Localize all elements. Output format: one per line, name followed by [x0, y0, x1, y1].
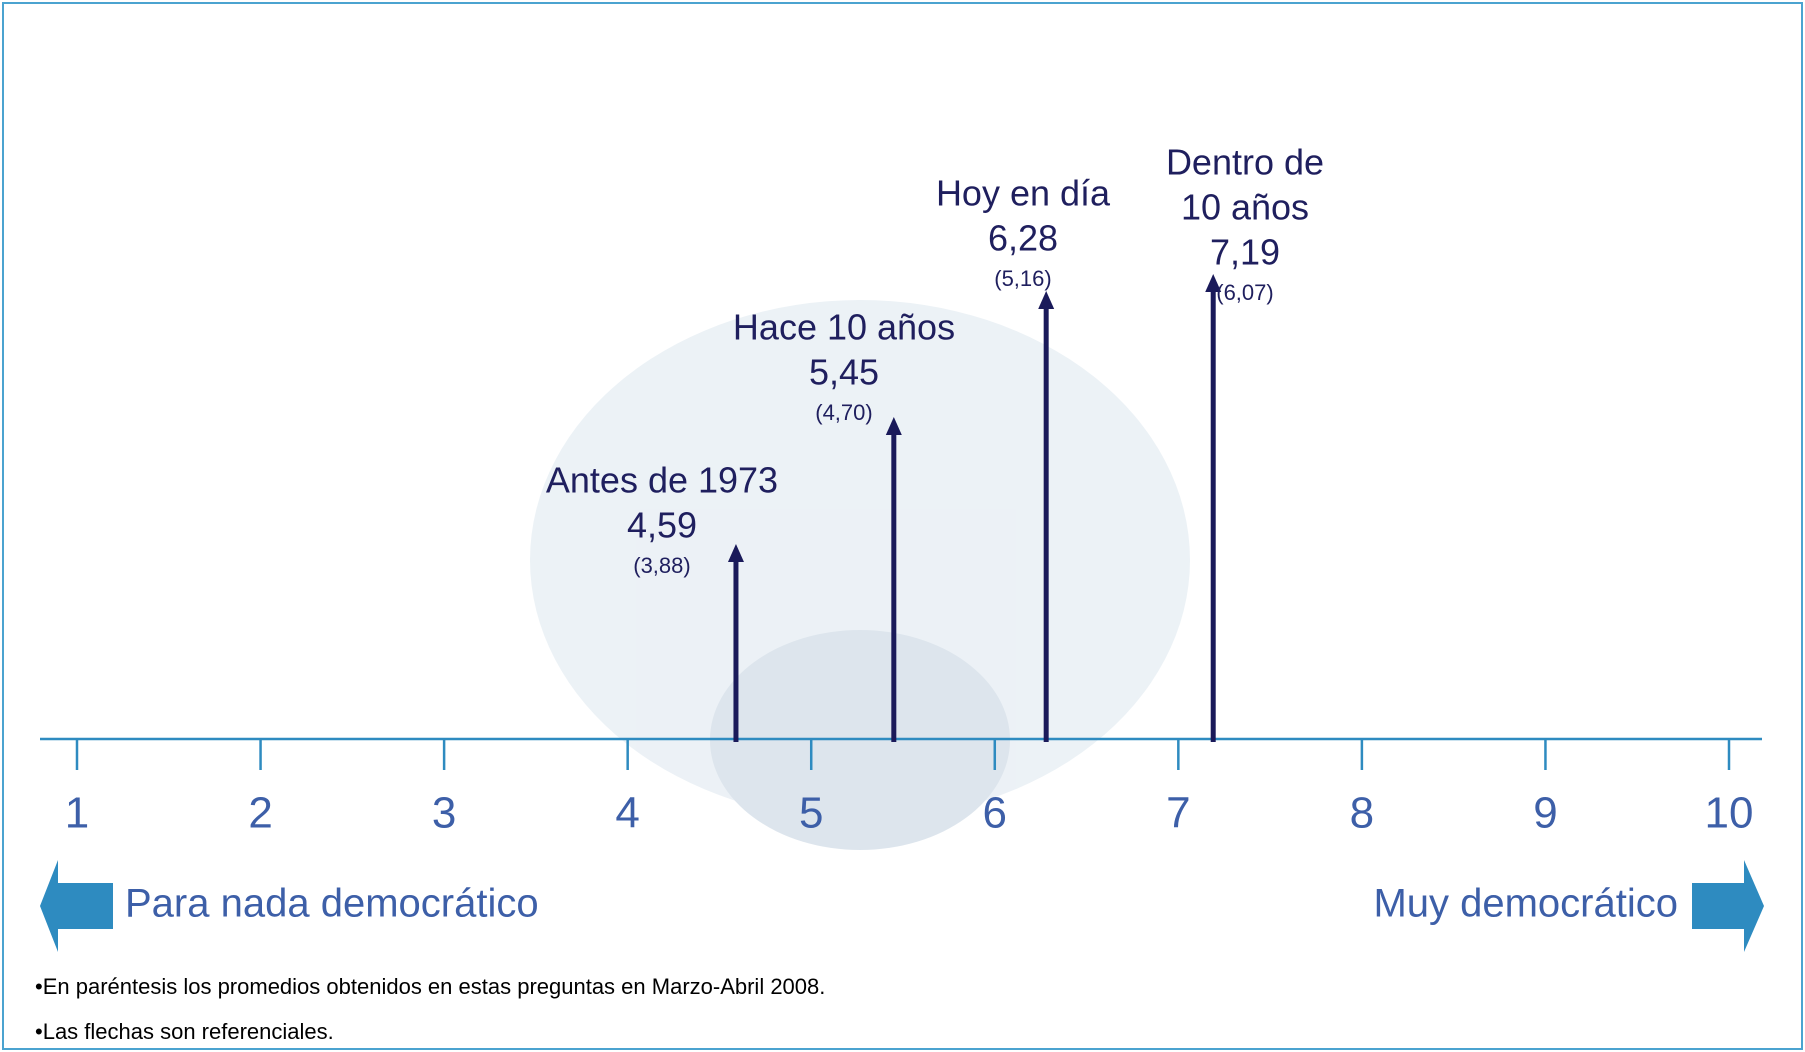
- arrow-title: 10 años: [1181, 187, 1309, 228]
- x-tick-label: 4: [615, 789, 639, 838]
- arrow-head: [727, 544, 744, 562]
- low-arrow: [40, 860, 113, 952]
- arrow-title: Dentro de: [1166, 142, 1324, 183]
- value-label: 6,28: [988, 218, 1058, 259]
- arrow-head: [1205, 274, 1222, 292]
- arrow-head: [1038, 291, 1055, 309]
- x-tick-label: 7: [1166, 789, 1190, 838]
- previous-value-label: (3,88): [633, 553, 690, 578]
- arrow-title: Hace 10 años: [733, 307, 955, 348]
- arrow-title: Hoy en día: [936, 173, 1111, 214]
- x-tick-label: 5: [799, 789, 823, 838]
- arrow-head: [885, 417, 902, 435]
- x-tick-label: 2: [248, 789, 272, 838]
- x-tick-label: 6: [983, 789, 1007, 838]
- value-label: 4,59: [627, 505, 697, 546]
- high-arrow: [1692, 860, 1764, 952]
- x-tick-label: 9: [1533, 789, 1557, 838]
- x-tick-label: 8: [1350, 789, 1374, 838]
- low-label: Para nada democrático: [125, 882, 539, 926]
- high-label: Muy democrático: [1373, 882, 1678, 926]
- x-tick-label: 10: [1705, 789, 1754, 838]
- x-tick-label: 3: [432, 789, 456, 838]
- value-label: 7,19: [1210, 232, 1280, 273]
- note: •Las flechas son referenciales.: [35, 1019, 334, 1044]
- previous-value-label: (6,07): [1216, 280, 1273, 305]
- value-label: 5,45: [809, 352, 879, 393]
- x-tick-label: 1: [65, 789, 89, 838]
- previous-value-label: (5,16): [994, 266, 1051, 291]
- note: •En paréntesis los promedios obtenidos e…: [35, 974, 825, 999]
- arrow-title: Antes de 1973: [546, 460, 778, 501]
- previous-value-label: (4,70): [815, 400, 872, 425]
